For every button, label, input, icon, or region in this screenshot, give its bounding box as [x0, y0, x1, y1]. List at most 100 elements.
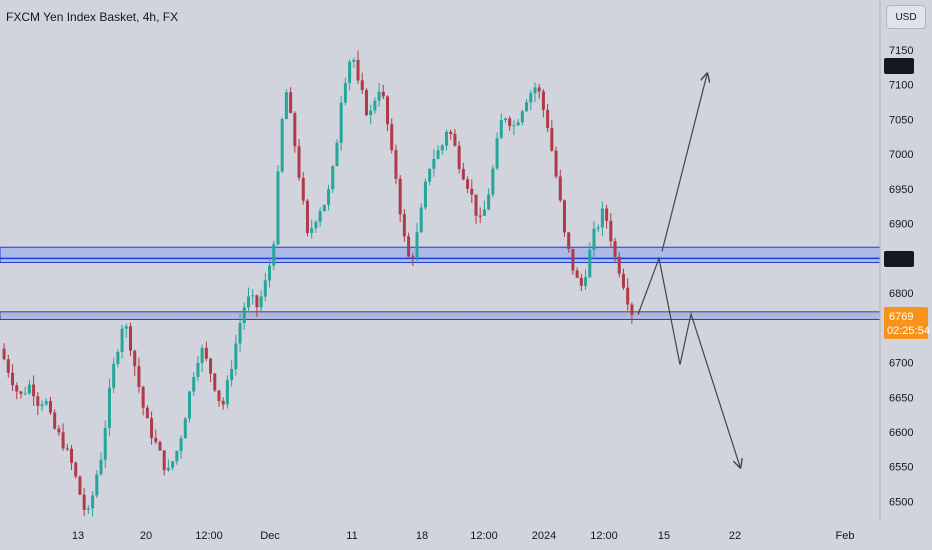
candle-body — [280, 119, 284, 172]
candle-body — [331, 166, 335, 190]
candle-body — [82, 494, 86, 510]
candle-body — [558, 176, 562, 201]
candle-body — [411, 256, 415, 258]
candle-body — [516, 122, 520, 126]
candle-body — [600, 208, 604, 228]
candle-body — [183, 418, 187, 439]
candle-body — [571, 248, 575, 271]
candle-body — [377, 91, 381, 101]
candle-body — [175, 451, 179, 462]
candle-body — [584, 277, 588, 286]
candle-body — [415, 232, 419, 258]
price-axis[interactable]: 7150710070507000695069006850680067506700… — [889, 45, 913, 508]
candle-body — [327, 189, 331, 205]
currency-button[interactable]: USD — [886, 5, 926, 29]
candle-body — [419, 207, 423, 233]
candle-body — [423, 181, 427, 208]
candle-body — [445, 131, 449, 146]
projection-up-path[interactable] — [661, 74, 707, 252]
candle-body — [512, 125, 516, 127]
last-price-box — [884, 307, 928, 339]
projection-down-path[interactable] — [637, 256, 740, 466]
candle-body — [158, 442, 162, 451]
candle-body — [242, 307, 246, 324]
candle-body — [533, 87, 537, 94]
x-tick-label: 20 — [140, 530, 152, 542]
candle-body — [213, 373, 217, 391]
candle-body — [234, 343, 238, 370]
candle-body — [567, 232, 571, 249]
candle-body — [272, 244, 276, 266]
candle-body — [550, 128, 554, 151]
candle-body — [23, 393, 27, 395]
x-tick-label: 13 — [72, 530, 84, 542]
candle-body — [407, 236, 411, 257]
candle-body — [225, 380, 229, 405]
candle-body — [310, 228, 314, 234]
candle-body — [305, 200, 309, 234]
x-tick-label: 12:00 — [590, 530, 618, 542]
candle-body — [2, 348, 6, 360]
last-price-text: 6769 — [889, 311, 913, 323]
candle-body — [284, 92, 288, 120]
y-tick-label: 6550 — [889, 462, 913, 474]
candle-body — [95, 474, 99, 496]
zone-1[interactable] — [0, 311, 881, 320]
candle-body — [74, 462, 78, 477]
candle-body — [44, 401, 48, 405]
y-tick-label: 6800 — [889, 288, 913, 300]
y-tick-label: 7000 — [889, 149, 913, 161]
x-tick-label: 12:00 — [195, 530, 223, 542]
candle-body — [474, 194, 478, 216]
candle-body — [605, 208, 609, 221]
time-axis[interactable]: 13 20 12:00 Dec 11 18 12:00 2024 12:00 15 22 Feb — [72, 530, 855, 542]
y-tick-label: 6650 — [889, 392, 913, 404]
candle-body — [6, 359, 10, 373]
candle-body — [613, 241, 617, 257]
x-tick-label: Dec — [260, 530, 280, 542]
candle-body — [562, 200, 566, 233]
candle-body — [107, 387, 111, 428]
candle-body — [369, 110, 373, 116]
candle-body — [297, 146, 301, 178]
candle-body — [440, 145, 444, 151]
candle-body — [221, 400, 225, 405]
candle-body — [360, 80, 364, 91]
candle-body — [609, 220, 613, 242]
candle-body — [187, 391, 191, 419]
candle-body — [495, 138, 499, 169]
zone-0[interactable] — [0, 246, 881, 264]
candle-body — [335, 142, 339, 167]
candle-body — [171, 461, 175, 468]
candle-body — [626, 287, 630, 305]
y-tick-label: 6900 — [889, 219, 913, 231]
zones-layer — [0, 246, 881, 320]
candle-body — [137, 366, 141, 387]
candle-body — [293, 113, 297, 147]
candle-body — [103, 427, 107, 460]
candle-body — [166, 467, 170, 471]
candle-body — [217, 390, 221, 401]
candle-body — [390, 124, 394, 151]
candle-body — [57, 428, 61, 433]
candle-body — [436, 150, 440, 159]
candle-body — [575, 270, 579, 278]
candle-body — [499, 120, 503, 139]
candle-body — [61, 432, 65, 449]
y-tick-label: 7150 — [889, 45, 913, 57]
candle-body — [617, 256, 621, 274]
candle-body — [209, 358, 213, 374]
candle-body — [150, 418, 154, 438]
candle-body — [529, 93, 533, 103]
y-tick-label: 6600 — [889, 427, 913, 439]
candle-body — [546, 109, 550, 129]
x-tick-label: Feb — [836, 530, 855, 542]
candle-body — [373, 100, 377, 111]
candle-body — [86, 508, 90, 510]
candle-body — [124, 326, 128, 329]
candle-body — [537, 87, 541, 92]
projection-layer — [637, 74, 740, 466]
chart-title: FXCM Yen Index Basket, 4h, FX — [6, 10, 179, 24]
